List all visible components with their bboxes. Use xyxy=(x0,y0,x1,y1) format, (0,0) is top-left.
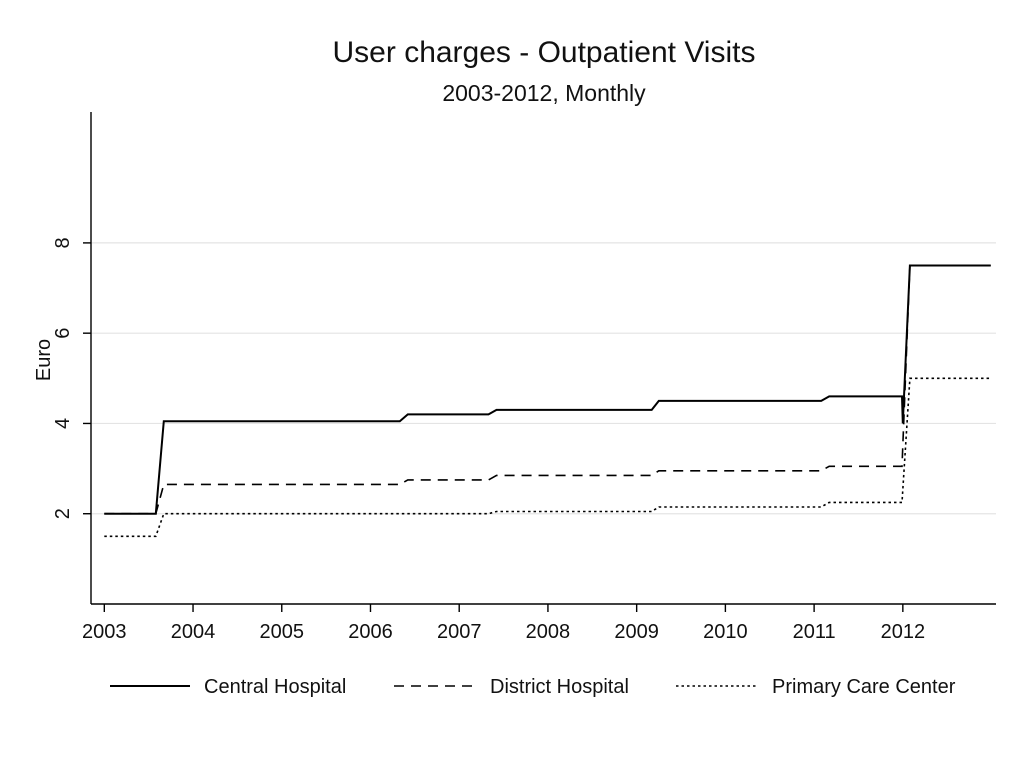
x-tick-label: 2009 xyxy=(614,621,659,643)
series-line-central-hospital xyxy=(104,264,991,515)
gridlines xyxy=(91,242,996,515)
legend-label: District Hospital xyxy=(490,676,629,698)
y-tick-label: 6 xyxy=(52,328,74,339)
series-line-district-hospital xyxy=(104,264,991,515)
x-tick-label: 2012 xyxy=(881,621,926,643)
y-tick-label: 4 xyxy=(52,418,74,429)
x-tick-label: 2004 xyxy=(171,621,216,643)
legend-label: Primary Care Center xyxy=(772,676,956,698)
chart-title: User charges - Outpatient Visits xyxy=(333,36,756,69)
series-line-primary-care-center xyxy=(104,377,991,538)
x-tick-label: 2007 xyxy=(437,621,482,643)
chart-subtitle: 2003-2012, Monthly xyxy=(442,80,646,106)
y-axis-label: Euro xyxy=(33,339,55,381)
x-tick-label: 2003 xyxy=(82,621,127,643)
x-tick-label: 2006 xyxy=(348,621,393,643)
y-tick-label: 2 xyxy=(52,508,74,519)
legend-label: Central Hospital xyxy=(204,676,346,698)
x-tick-label: 2010 xyxy=(703,621,748,643)
series-lines xyxy=(104,264,991,538)
legend: Central Hospital District Hospital Primary… xyxy=(110,676,956,698)
y-tick-label: 8 xyxy=(52,237,74,248)
x-tick-label: 2008 xyxy=(526,621,571,643)
x-tick-label: 2011 xyxy=(793,621,836,643)
x-tick-label: 2005 xyxy=(260,621,305,643)
axes: 2 4 6 8 2003 2004 2005 2006 2007 2008 2009 2010 2011… xyxy=(52,112,996,643)
